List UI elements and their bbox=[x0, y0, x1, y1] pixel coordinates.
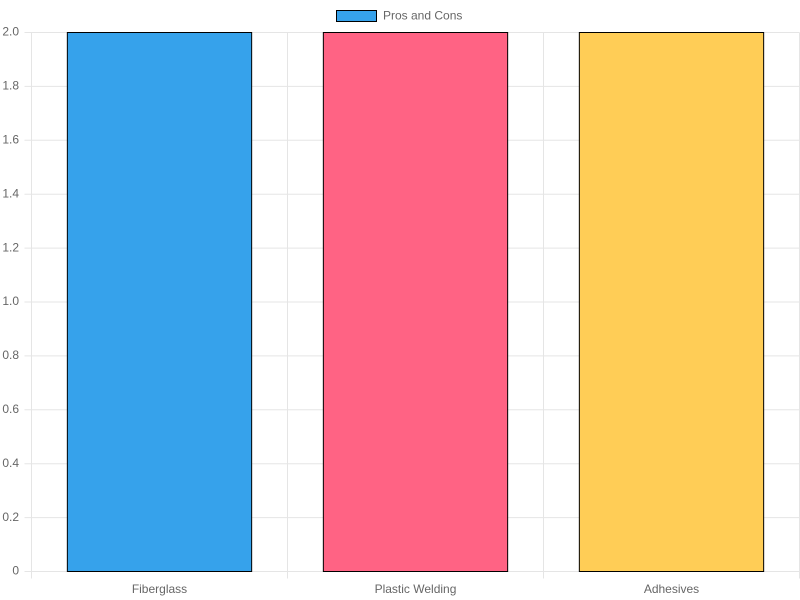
y-tick-label: 0.6 bbox=[2, 402, 19, 416]
bar bbox=[66, 32, 253, 572]
bar bbox=[578, 32, 765, 572]
x-tick-label: Adhesives bbox=[644, 582, 699, 596]
y-tick-label: 0 bbox=[12, 564, 19, 578]
y-tick-label: 0.2 bbox=[2, 510, 19, 524]
y-tick-label: 1.4 bbox=[2, 186, 19, 200]
y-tick-label: 0.8 bbox=[2, 348, 19, 362]
legend-swatch bbox=[336, 10, 377, 22]
y-tick-label: 1.0 bbox=[2, 294, 19, 308]
bar bbox=[322, 32, 509, 572]
x-tick-label: Plastic Welding bbox=[375, 582, 457, 596]
legend-label: Pros and Cons bbox=[383, 9, 462, 23]
y-tick-label: 1.2 bbox=[2, 240, 19, 254]
x-tick-label: Fiberglass bbox=[132, 582, 187, 596]
y-tick-label: 2.0 bbox=[2, 25, 19, 39]
y-tick-label: 1.8 bbox=[2, 79, 19, 93]
y-tick-label: 1.6 bbox=[2, 132, 19, 146]
y-tick-label: 0.4 bbox=[2, 456, 19, 470]
